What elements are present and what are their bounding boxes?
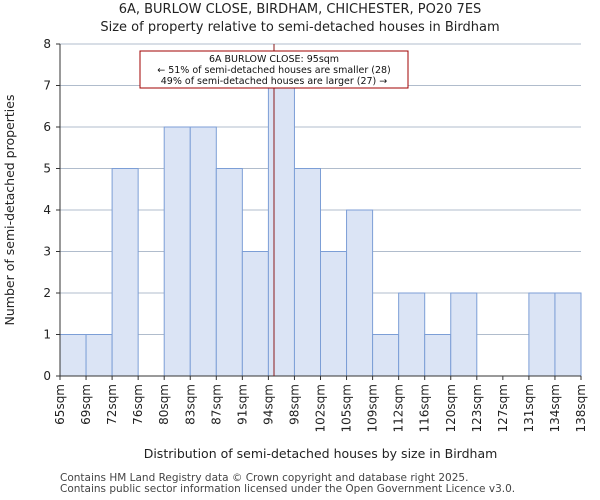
y-tick-label-1: 1 <box>43 328 51 342</box>
bar-69sqm <box>85 334 113 377</box>
bar-105sqm <box>346 209 374 377</box>
footer-copyright: Contains HM Land Registry data © Crown c… <box>60 472 469 484</box>
bar-65sqm <box>59 334 87 377</box>
x-tick-label-94sqm: 94sqm <box>261 384 275 425</box>
x-tick-label-69sqm: 69sqm <box>79 384 93 425</box>
bar-98sqm <box>293 168 322 377</box>
footer-licence: Contains public sector information licen… <box>60 483 516 495</box>
x-tick-label-76sqm: 76sqm <box>131 384 145 425</box>
y-tick-label-0: 0 <box>43 369 51 383</box>
bar-80sqm <box>163 126 191 377</box>
x-tick-label-65sqm: 65sqm <box>53 384 67 425</box>
x-tick-label-134sqm: 134sqm <box>548 384 562 432</box>
x-tick-label-131sqm: 131sqm <box>522 384 536 432</box>
annotation-box: 6A BURLOW CLOSE: 95sqm ← 51% of semi-det… <box>139 50 409 89</box>
annotation-line-1: 6A BURLOW CLOSE: 95sqm <box>209 54 339 65</box>
x-tick-label-98sqm: 98sqm <box>287 384 301 425</box>
y-tick-labels: 0 1 2 3 4 5 6 7 8 <box>43 37 60 383</box>
bar-102sqm <box>320 251 348 377</box>
x-tick-label-109sqm: 109sqm <box>366 384 380 432</box>
x-tick-label-138sqm: 138sqm <box>574 384 588 432</box>
bar-72sqm <box>111 168 139 377</box>
y-tick-label-2: 2 <box>43 286 51 300</box>
bar-94sqm <box>267 85 295 377</box>
x-tick-label-127sqm: 127sqm <box>496 384 510 432</box>
y-tick-label-4: 4 <box>43 203 51 217</box>
y-tick-label-8: 8 <box>43 37 51 51</box>
bar-87sqm <box>215 168 243 377</box>
y-tick-label-6: 6 <box>43 120 51 134</box>
x-tick-label-120sqm: 120sqm <box>444 384 458 432</box>
bar-134sqm <box>554 292 582 377</box>
bar-116sqm <box>424 334 452 377</box>
bar-109sqm <box>372 334 400 377</box>
x-tick-label-105sqm: 105sqm <box>340 384 354 432</box>
y-tick-label-5: 5 <box>43 162 51 176</box>
x-tick-label-72sqm: 72sqm <box>105 384 119 425</box>
x-tick-label-87sqm: 87sqm <box>209 384 223 425</box>
x-tick-label-91sqm: 91sqm <box>235 384 249 425</box>
annotation-line-2: ← 51% of semi-detached houses are smalle… <box>157 65 391 76</box>
bar-83sqm <box>189 126 217 377</box>
chart-title-subtitle: Size of property relative to semi-detach… <box>100 20 500 35</box>
annotation-line-3: 49% of semi-detached houses are larger (… <box>161 76 388 87</box>
bar-91sqm <box>241 251 269 377</box>
x-tick-label-83sqm: 83sqm <box>183 384 197 425</box>
y-tick-label-3: 3 <box>43 245 51 259</box>
x-tick-label-116sqm: 116sqm <box>418 384 432 432</box>
histogram-chart: 0 1 2 3 4 5 6 7 8 65sqm 69sqm 72sqm 76sqm 80sqm 83sqm… <box>2 37 588 461</box>
bar-131sqm <box>528 292 556 377</box>
x-tick-label-112sqm: 112sqm <box>392 384 406 432</box>
chart-title-address: 6A, BURLOW CLOSE, BIRDHAM, CHICHESTER, P… <box>118 2 482 17</box>
bar-120sqm <box>450 292 478 377</box>
bar-112sqm <box>398 292 426 377</box>
x-tick-label-102sqm: 102sqm <box>314 384 328 432</box>
x-axis-label: Distribution of semi-detached houses by … <box>144 446 498 461</box>
x-tick-label-80sqm: 80sqm <box>157 384 171 425</box>
x-tick-label-123sqm: 123sqm <box>470 384 484 432</box>
x-tick-labels: 65sqm 69sqm 72sqm 76sqm 80sqm 83sqm 87sqm 91sqm… <box>53 376 588 432</box>
bars <box>59 85 582 377</box>
y-axis-label: Number of semi-detached properties <box>2 95 17 326</box>
y-tick-label-7: 7 <box>43 79 51 93</box>
